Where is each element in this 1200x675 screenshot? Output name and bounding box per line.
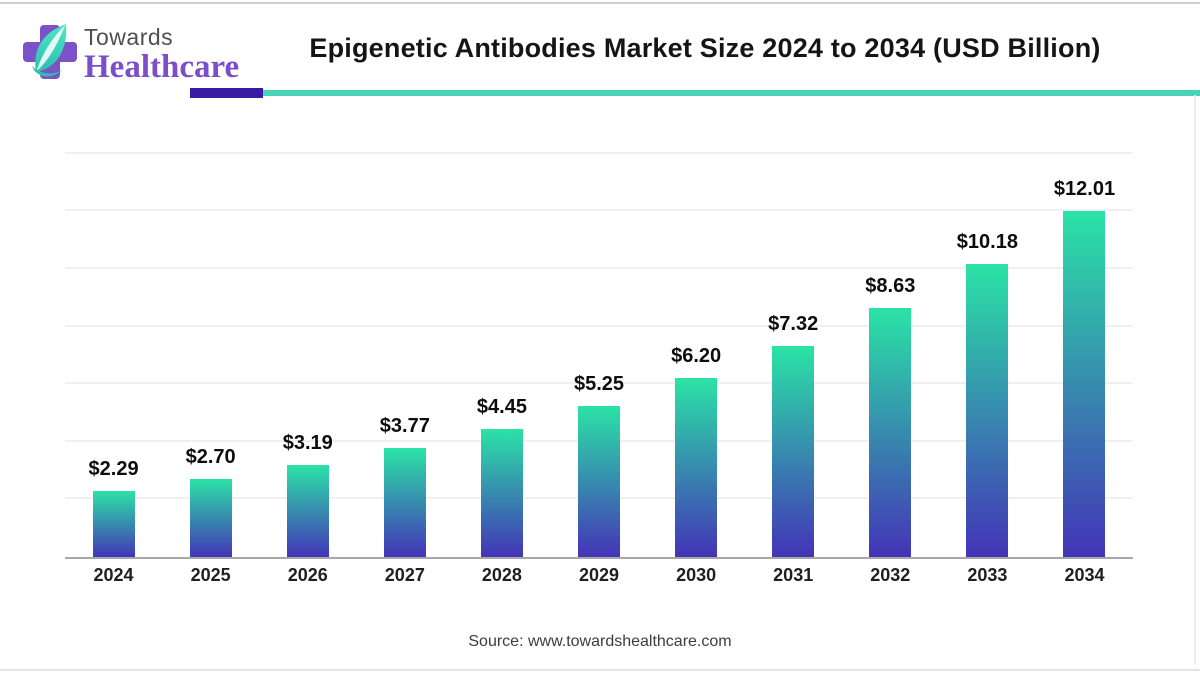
x-axis-label: 2027 <box>384 565 425 585</box>
gridline <box>65 267 1133 269</box>
bar-group: $3.77 <box>356 150 453 557</box>
bar-group: $5.25 <box>550 150 647 557</box>
bar-value-label: $12.01 <box>1053 178 1116 201</box>
x-axis-label: 2025 <box>190 565 231 585</box>
logo-text-towards: Towards <box>84 24 174 50</box>
bar <box>675 378 718 557</box>
x-axis-label: 2032 <box>870 565 911 585</box>
top-divider <box>0 2 1200 4</box>
x-axis-label: 2026 <box>287 565 328 585</box>
bar <box>480 428 523 557</box>
bar <box>966 263 1009 557</box>
bar-value-label: $10.18 <box>956 230 1018 253</box>
gridline <box>65 382 1133 385</box>
bar-group: $3.19 <box>259 150 356 557</box>
logo: Towards Healthcare <box>22 22 239 84</box>
bar <box>772 346 815 557</box>
bar-group: $12.01 <box>1036 150 1133 557</box>
bar-chart: $2.29 $2.70 $3.19 $3.77 $4.45 $5.25 $6.20 $7.32… <box>65 150 1133 559</box>
bar-group: $10.18 <box>939 150 1036 557</box>
bar-value-label: $2.70 <box>185 446 236 469</box>
bar <box>1063 211 1106 557</box>
bar-value-label: $4.45 <box>476 395 527 418</box>
gridline <box>65 324 1133 327</box>
bar-group: $4.45 <box>453 150 550 557</box>
bar-value-label: $3.77 <box>379 415 430 438</box>
bar <box>869 308 912 557</box>
bar-group: $8.63 <box>842 150 939 557</box>
bar-group: $2.29 <box>65 150 162 557</box>
bottom-divider <box>0 669 1200 671</box>
bar-value-label: $5.25 <box>573 372 625 395</box>
logo-wordmark: Towards Healthcare <box>84 22 239 84</box>
bar <box>189 479 232 557</box>
x-axis-label: 2030 <box>676 565 717 585</box>
towards-healthcare-logo-icon <box>23 24 77 79</box>
x-axis-label: 2034 <box>1064 565 1105 585</box>
title-underline-accent <box>190 88 263 98</box>
page-title: Epigenetic Antibodies Market Size 2024 t… <box>309 33 1101 63</box>
bar-value-label: $3.19 <box>282 432 333 455</box>
source-text: Source: www.towardshealthcare.com <box>468 633 732 650</box>
bar-group: $6.20 <box>648 150 745 557</box>
bar <box>92 491 135 557</box>
leaf-icon <box>32 24 67 77</box>
x-axis-label: 2028 <box>481 565 522 585</box>
bar-group: $2.70 <box>162 150 259 557</box>
x-axis-label: 2033 <box>967 565 1008 585</box>
right-divider <box>1194 95 1196 665</box>
bars: $2.29 $2.70 $3.19 $3.77 $4.45 $5.25 $6.20 $7.32… <box>65 150 1133 557</box>
x-axis-label: 2029 <box>578 565 620 585</box>
x-axis-label: 2024 <box>93 565 134 585</box>
bar-value-label: $7.32 <box>768 313 819 336</box>
x-axis-label: 2031 <box>773 565 814 585</box>
bar <box>578 405 621 557</box>
bar <box>286 465 329 557</box>
gridline <box>65 151 1133 154</box>
bar-value-label: $6.20 <box>671 345 722 368</box>
logo-text-healthcare: Healthcare <box>84 49 240 85</box>
bar <box>383 448 426 557</box>
bar-group: $7.32 <box>745 150 842 557</box>
gridline <box>65 209 1133 212</box>
bar-value-label: $8.63 <box>865 275 916 298</box>
title-underline <box>200 90 1200 96</box>
x-axis-labels: 2024 2025 2026 2027 2028 2029 2030 2031 2032 2033… <box>65 565 1133 586</box>
bar-value-label: $2.29 <box>88 458 139 481</box>
